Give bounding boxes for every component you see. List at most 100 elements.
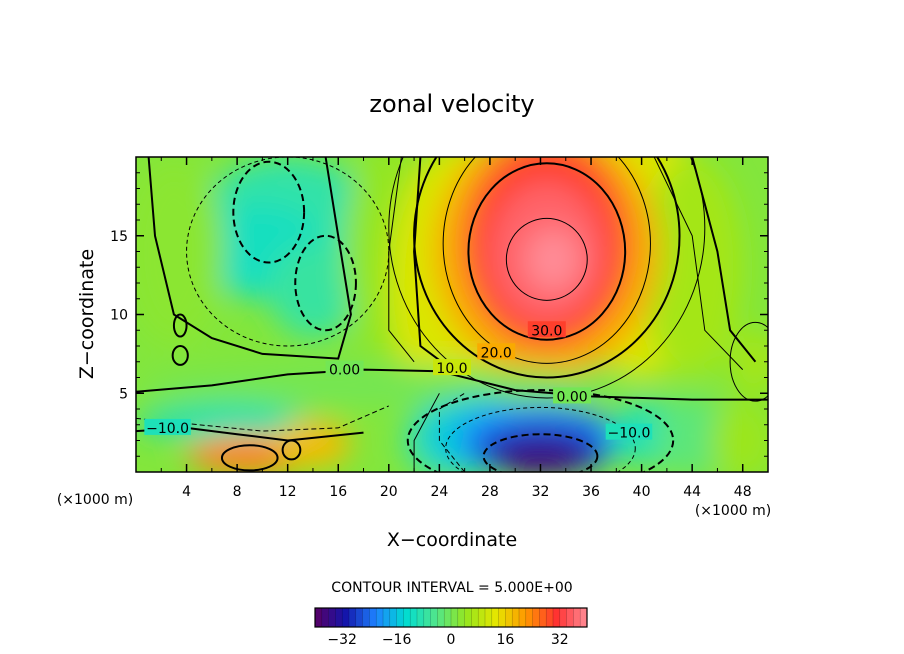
colorbar-frame	[314, 607, 588, 628]
colorbar-cell	[478, 608, 486, 627]
y-tick-label: 10	[110, 308, 128, 324]
contour-label: 10.0	[436, 361, 467, 377]
contour-line	[467, 162, 627, 341]
colorbar-cell	[335, 608, 343, 627]
contour-label-bg	[144, 418, 191, 435]
colorbar-cell	[389, 608, 397, 627]
colorbar-cell	[559, 608, 567, 627]
contour-label-bg	[477, 343, 516, 360]
field-region	[268, 243, 358, 339]
colorbar-cell	[566, 608, 574, 627]
contour-line	[482, 433, 599, 472]
x-tick-label: 32	[532, 484, 550, 500]
contour-label: 30.0	[531, 323, 562, 339]
contour-line	[438, 392, 465, 472]
colorbar-cell	[423, 608, 431, 627]
colorbar-tick-label: −16	[382, 632, 412, 648]
colorbar-cell	[376, 608, 384, 627]
colorbar-tick-label: 16	[496, 632, 514, 648]
colorbar-cell	[512, 608, 520, 627]
colorbar-cell	[321, 608, 329, 627]
colorbar-cell	[464, 608, 472, 627]
contour-labels: 30.0 20.0 10.0 0.00 0.00 −10.0 −10.0	[144, 321, 653, 442]
colorbar-cell	[444, 608, 452, 627]
x-tick-label: 40	[633, 484, 651, 500]
colorbar-tick-label: −32	[327, 632, 357, 648]
colorbar-cell	[369, 608, 377, 627]
contour-line	[445, 406, 636, 472]
colorbar-cell	[315, 608, 323, 627]
x-tick-label: 28	[481, 484, 499, 500]
contour-label: 0.00	[556, 389, 587, 405]
contour-line	[413, 157, 453, 371]
contour-label-bg	[605, 423, 653, 440]
colorbar-cell	[417, 608, 425, 627]
colorbar-cell	[573, 608, 581, 627]
colorbar	[314, 607, 588, 628]
contour-label: −10.0	[608, 426, 651, 442]
contour-line	[729, 321, 768, 402]
field-region	[730, 330, 768, 394]
colorbar-cell	[328, 608, 336, 627]
colorbar-cell	[355, 608, 363, 627]
contour-line	[653, 157, 744, 370]
colorbar-cell	[383, 608, 391, 627]
field-region	[654, 396, 731, 472]
x-axis-unit-right: (×1000 m)	[695, 503, 771, 519]
contour-line	[413, 393, 440, 472]
contour-label-bg	[433, 359, 471, 376]
colorbar-cell	[580, 608, 588, 627]
y-axis-label: Z−coordinate	[76, 249, 98, 379]
field-region	[711, 401, 768, 472]
contour-line	[294, 234, 357, 332]
contour-line	[147, 157, 352, 360]
colorbar-cell	[430, 608, 438, 627]
x-tick-label: 8	[233, 484, 242, 500]
contour-line	[505, 217, 588, 301]
colorbar-cell	[491, 608, 499, 627]
colorbar-cell	[539, 608, 547, 627]
x-tick-label: 36	[582, 484, 600, 500]
colorbar-cell	[410, 608, 418, 627]
heatmap-field	[136, 157, 768, 472]
colorbar-cell	[525, 608, 533, 627]
contour-line	[171, 345, 189, 366]
colorbar-cell	[485, 608, 493, 627]
contour-line	[172, 313, 188, 338]
x-tick-label: 4	[182, 484, 191, 500]
colorbar-tick-label: 0	[447, 632, 456, 648]
x-axis-unit-left: (×1000 m)	[57, 492, 133, 508]
colorbar-cell	[546, 608, 554, 627]
contour-label-bg	[527, 321, 566, 338]
colorbar-cell	[451, 608, 459, 627]
contour-line	[413, 157, 681, 379]
colorbar-cell	[396, 608, 404, 627]
x-tick-label: 16	[329, 484, 347, 500]
x-tick-label: 44	[683, 484, 701, 500]
contour-line	[388, 157, 706, 399]
contour-label: −10.0	[146, 421, 189, 437]
field-region	[641, 157, 743, 378]
chart-title: zonal velocity	[369, 90, 534, 118]
field-region	[136, 157, 225, 346]
colorbar-tick-label: 32	[551, 632, 569, 648]
contour-line	[691, 157, 757, 363]
colorbar-cell	[403, 608, 411, 627]
colorbar-cell	[362, 608, 370, 627]
contour-line	[388, 157, 415, 363]
y-tick-label: 5	[119, 386, 128, 402]
y-axis-ticks: 5 10 15	[110, 172, 768, 457]
colorbar-cell	[505, 608, 513, 627]
x-axis-label: X−coordinate	[387, 529, 517, 551]
colorbar-ticks: −32 −16 0 16 32	[327, 632, 568, 648]
x-tick-label: 24	[430, 484, 448, 500]
x-axis-ticks: 4 8 12 16 20 24 28 32 36 40 44 48	[160, 157, 752, 500]
colorbar-cell	[498, 608, 506, 627]
contour-label: 0.00	[329, 363, 360, 379]
field-region	[496, 438, 585, 472]
colorbar-cell	[349, 608, 357, 627]
x-tick-label: 12	[279, 484, 297, 500]
colorbar-cell	[471, 608, 479, 627]
field-region	[275, 420, 351, 468]
contour-label-bg	[553, 387, 592, 404]
